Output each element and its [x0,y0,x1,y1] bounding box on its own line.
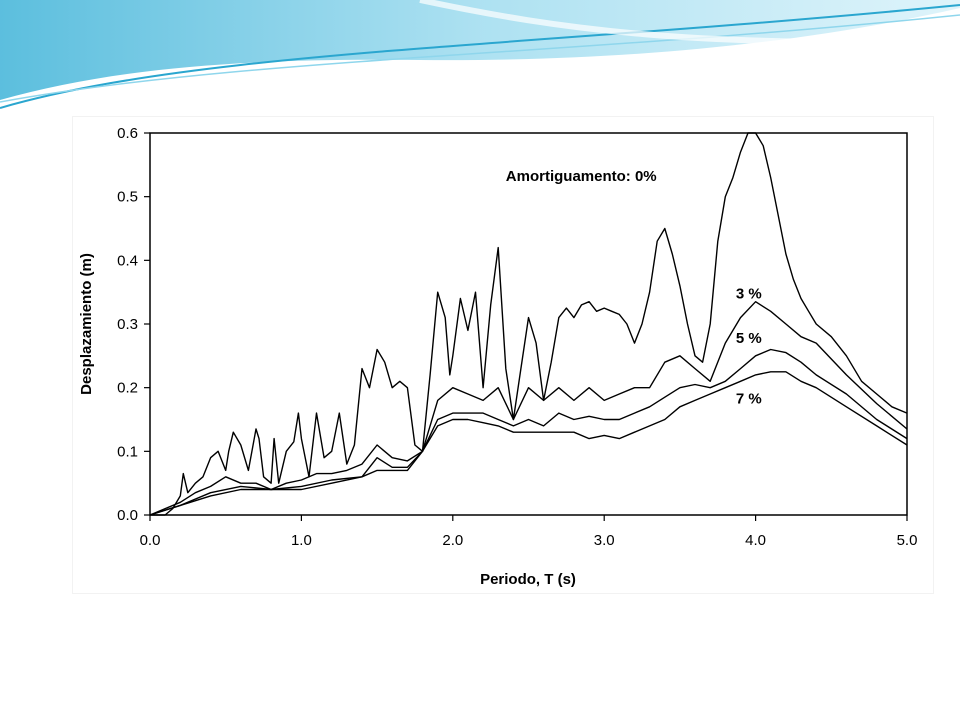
chart-annotation: Amortiguamento: 0% [506,168,657,185]
series-line-damping-5 [149,348,908,516]
y-tick-label: 0.1 [117,443,138,460]
y-tick-label: 0.4 [117,252,138,269]
x-tick-label: 0.0 [140,532,161,549]
series-line-damping-0 [150,132,908,516]
x-tick-label: 1.0 [291,532,312,549]
y-tick-label: 0.3 [117,316,138,333]
y-tick-label: 0.5 [117,189,138,206]
series-line-damping-7 [149,371,908,516]
y-tick-label: 0.0 [117,507,138,524]
series-line-damping-3 [149,300,908,516]
chart-annotation: 3 % [736,286,762,303]
slide-header-swoosh [0,0,960,109]
x-tick-label: 5.0 [897,532,918,549]
x-tick-label: 2.0 [442,532,463,549]
displacement-spectrum-chart: 0.0 1.0 2.0 3.0 4.0 5.00.00.10.20.30.40.50.6 … [78,125,918,588]
y-tick-label: 0.2 [117,380,138,397]
x-tick-label: 3.0 [594,532,615,549]
chart-annotation: 7 % [736,391,762,408]
y-tick-label: 0.6 [117,125,138,142]
chart-panel: 0.0 1.0 2.0 3.0 4.0 5.0 0.0 0.1 0.2 0.3 0.4 0.5 0.6 … [72,116,934,594]
chart-annotation: 5 % [736,330,762,347]
y-axis-title: Desplazamiento (m) [78,253,95,395]
plot-area-frame [149,132,908,516]
x-tick-label: 4.0 [745,532,766,549]
x-axis-title: Periodo, T (s) [480,571,576,588]
